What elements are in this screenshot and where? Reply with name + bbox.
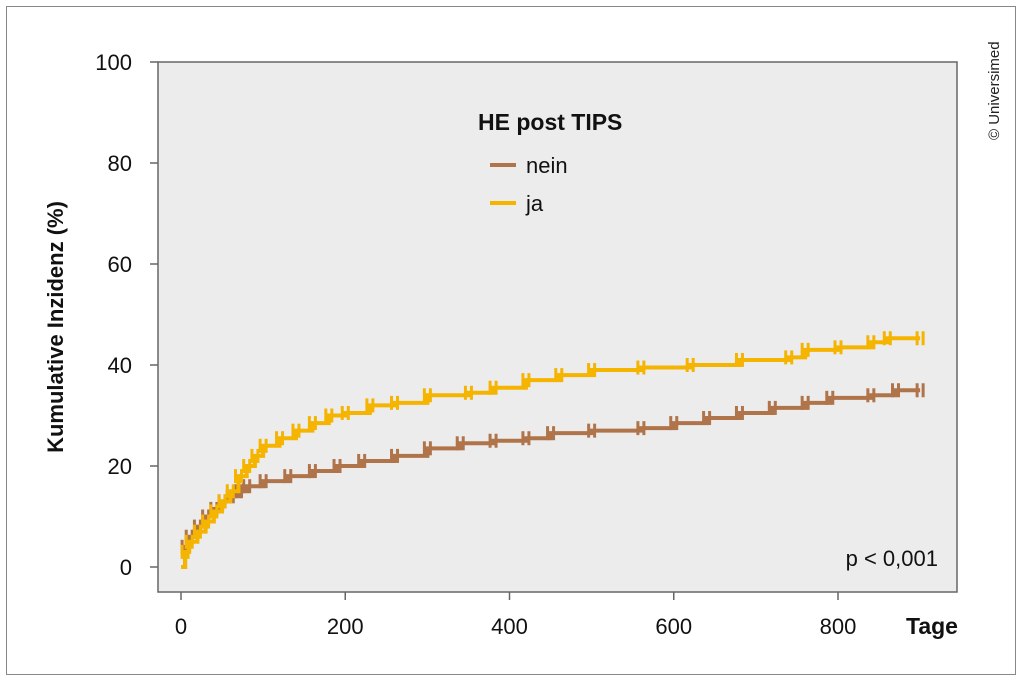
p-value-annotation: p < 0,001 bbox=[846, 546, 938, 571]
x-tick-label: 0 bbox=[175, 614, 187, 639]
y-tick-label: 100 bbox=[95, 50, 132, 75]
y-tick-label: 0 bbox=[120, 555, 132, 580]
y-tick-label: 20 bbox=[108, 454, 132, 479]
plot-area bbox=[157, 61, 958, 593]
figure-frame bbox=[6, 6, 1016, 675]
legend-label-nein: nein bbox=[526, 153, 568, 178]
y-tick-label: 80 bbox=[108, 151, 132, 176]
y-tick-label: 40 bbox=[108, 353, 132, 378]
copyright-notice: © Universimed bbox=[986, 41, 1003, 140]
x-tick-label: 600 bbox=[655, 614, 692, 639]
x-tick-label: 800 bbox=[820, 614, 857, 639]
y-axis-label: Kumulative Inzidenz (%) bbox=[43, 201, 68, 453]
x-tick-label: 200 bbox=[327, 614, 364, 639]
series-line-ja bbox=[181, 336, 921, 569]
legend-label-ja: ja bbox=[525, 191, 544, 216]
y-tick-label: 60 bbox=[108, 252, 132, 277]
series-line-nein bbox=[181, 388, 921, 569]
x-axis-label: Tage bbox=[906, 613, 958, 639]
x-tick-label: 400 bbox=[491, 614, 528, 639]
legend-title: HE post TIPS bbox=[478, 109, 622, 135]
